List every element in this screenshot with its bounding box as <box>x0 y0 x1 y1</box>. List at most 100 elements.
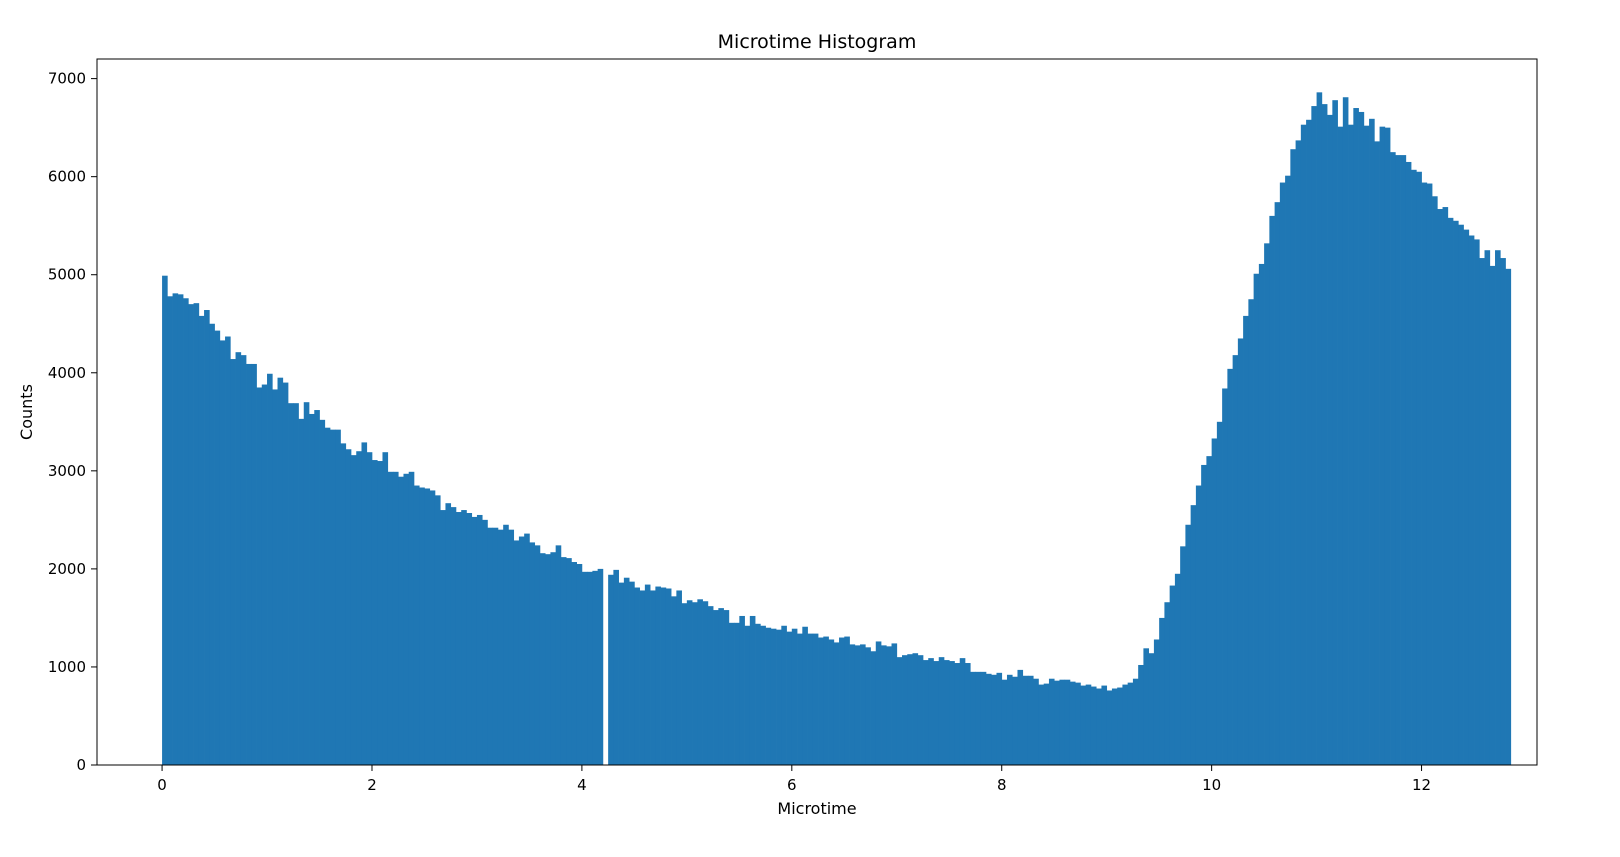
histogram-bar <box>1348 124 1354 765</box>
histogram-bar <box>1327 114 1333 765</box>
histogram-bar <box>613 569 619 765</box>
histogram-bar <box>1337 126 1344 765</box>
x-tick-label: 4 <box>577 776 587 794</box>
histogram-bar <box>1285 175 1291 765</box>
histogram-bar <box>807 633 814 765</box>
histogram-bar <box>398 476 404 765</box>
histogram-bar <box>970 671 976 765</box>
histogram-bar <box>225 336 231 765</box>
histogram-bar <box>676 590 682 765</box>
histogram-bar <box>466 513 473 765</box>
histogram-bar <box>1269 215 1275 765</box>
histogram-bar <box>1222 388 1228 765</box>
histogram-bar <box>1206 456 1212 766</box>
histogram-bar <box>1374 141 1380 765</box>
histogram-bar <box>671 596 677 765</box>
histogram-bar <box>240 355 247 765</box>
histogram-bar <box>1201 464 1207 765</box>
histogram-bar <box>1169 585 1176 765</box>
histogram-bar <box>975 671 982 765</box>
histogram-bar <box>623 577 630 765</box>
histogram-bar <box>744 625 751 765</box>
histogram-bar <box>765 627 772 765</box>
histogram-bar <box>1458 224 1464 765</box>
histogram-bar <box>1195 485 1202 765</box>
histogram-bar <box>923 660 929 765</box>
histogram-bar <box>938 657 945 765</box>
histogram-bar <box>587 571 593 765</box>
histogram-bar <box>1069 681 1076 765</box>
histogram-bar <box>749 615 756 765</box>
histogram-bar <box>566 558 572 765</box>
histogram-bar <box>455 512 462 765</box>
histogram-bar <box>755 623 761 765</box>
histogram-bar <box>1495 250 1501 765</box>
histogram-bar <box>1122 684 1129 765</box>
histogram-bar <box>702 601 709 765</box>
histogram-bar <box>1300 124 1307 765</box>
histogram-bar <box>1379 126 1386 765</box>
histogram-bar <box>650 590 656 765</box>
histogram-bar <box>408 471 415 765</box>
histogram-bar <box>996 672 1003 765</box>
histogram-bar <box>1463 229 1470 765</box>
histogram-bar <box>781 625 787 765</box>
histogram-bar <box>812 633 819 765</box>
histogram-bar <box>655 586 661 765</box>
histogram-bar <box>1174 573 1181 765</box>
histogram-bar <box>1216 421 1223 765</box>
histogram-bar <box>371 460 378 765</box>
histogram-bar <box>167 296 173 765</box>
y-tick-label: 5000 <box>48 266 86 284</box>
histogram-bar <box>440 510 446 765</box>
histogram-bar <box>387 471 394 765</box>
histogram-bar <box>361 442 368 765</box>
histogram-bar <box>1243 315 1249 765</box>
histogram-bar <box>298 418 305 765</box>
histogram-bar <box>886 646 892 765</box>
histogram-bar <box>1064 679 1071 765</box>
histogram-bar <box>539 553 546 765</box>
histogram-bar <box>193 303 200 765</box>
y-tick-label: 2000 <box>48 560 86 578</box>
histogram-bar <box>786 631 793 765</box>
histogram-bar <box>350 455 357 765</box>
histogram-bar <box>434 495 441 765</box>
histogram-bar <box>1237 338 1244 765</box>
histogram-bar <box>319 419 326 765</box>
histogram-bar <box>188 304 194 765</box>
histogram-bar <box>1405 161 1412 765</box>
x-tick-label: 6 <box>787 776 797 794</box>
histogram-bar <box>1363 125 1370 766</box>
histogram-bar <box>875 641 882 765</box>
histogram-bar <box>1479 258 1485 765</box>
histogram-bar <box>991 674 997 765</box>
histogram-bar <box>1442 207 1449 765</box>
histogram-bar <box>734 622 740 765</box>
histogram-bar <box>1384 127 1391 765</box>
y-tick-label: 1000 <box>48 658 86 676</box>
histogram-bar <box>985 673 992 765</box>
histogram-bar <box>896 657 903 765</box>
y-tick-label: 0 <box>76 756 86 774</box>
histogram-bar <box>309 413 315 765</box>
histogram-bar <box>1416 171 1422 765</box>
histogram-bar <box>797 633 803 765</box>
histogram-bar <box>419 487 425 765</box>
histogram-bar <box>1258 263 1265 765</box>
histogram-bar <box>1358 111 1365 765</box>
histogram-bar <box>1453 220 1459 766</box>
histogram-bar <box>1274 202 1281 765</box>
histogram-bar <box>912 653 919 765</box>
histogram-bar <box>770 628 777 765</box>
x-tick-label: 12 <box>1412 776 1431 794</box>
y-tick-label: 4000 <box>48 364 86 382</box>
histogram-bar <box>933 661 940 765</box>
histogram-bar <box>1101 685 1108 765</box>
histogram-bar <box>429 490 436 765</box>
histogram-bar <box>1006 674 1013 765</box>
histogram-bar <box>1180 546 1186 765</box>
histogram-bar <box>303 402 310 765</box>
histogram-bar <box>681 603 688 765</box>
